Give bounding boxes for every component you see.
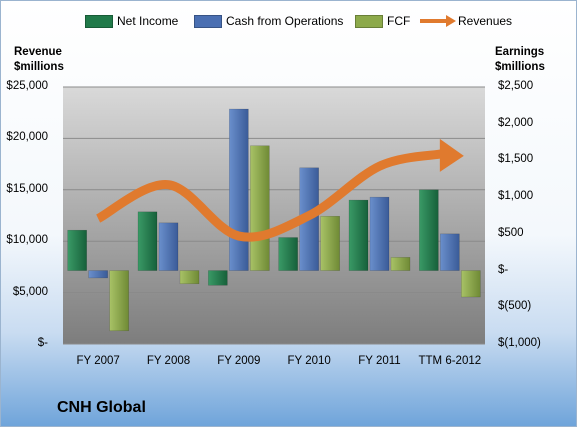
left-axis-title-line1: Revenue (14, 46, 62, 58)
cash-ops-bar (440, 233, 460, 271)
cash-ops-bar (229, 108, 249, 271)
left-tick-label: $15,000 (6, 182, 48, 195)
cash-ops-bar (88, 270, 108, 279)
left-axis-title: Revenue $millions (14, 45, 64, 75)
legend-item-revenues: Revenues (418, 14, 512, 28)
revenue-line (95, 138, 464, 242)
net-income-bar (348, 199, 369, 271)
fcf-bar (390, 257, 411, 271)
right-tick-label: $1,500 (498, 153, 534, 166)
cash-ops-bar (369, 196, 390, 271)
category-label: FY 2008 (146, 355, 191, 367)
revenue-line-path (95, 149, 443, 242)
left-axis-title-line2: $millions (14, 61, 64, 73)
left-tick-label: $25,000 (6, 80, 48, 92)
category-label: TTM 6-2012 (418, 355, 482, 367)
legend-label-fcf: FCF (387, 14, 411, 28)
legend-label-revenues: Revenues (458, 14, 513, 28)
net-income-bar (67, 229, 87, 271)
legend-label-cash-ops: Cash from Operations (226, 14, 344, 28)
fcf-bar (461, 270, 481, 298)
fcf-bar (109, 270, 129, 332)
company-title: CNH Global (57, 399, 146, 416)
revenue-arrowhead (439, 138, 464, 172)
legend-item-cash-ops: Cash from Operations (194, 14, 343, 28)
left-tick-label: $20,000 (6, 131, 48, 144)
plot-background (63, 87, 485, 344)
legend-swatch-net-income (85, 14, 113, 28)
right-axis-title: Earnings $millions (495, 45, 545, 75)
chart-legend: Net Income Cash from Operations FCF Reve… (1, 14, 576, 34)
legend-arrow-icon (420, 15, 456, 27)
cash-ops-bar (158, 222, 179, 271)
right-tick-label: $2,500 (498, 80, 534, 92)
legend-label-net-income: Net Income (117, 14, 179, 28)
category-label: FY 2007 (76, 355, 120, 367)
category-label: FY 2011 (358, 355, 401, 367)
left-tick-label: $- (37, 337, 48, 349)
legend-swatch-fcf (355, 14, 383, 28)
category-label: FY 2009 (217, 355, 261, 367)
bar-series (67, 108, 481, 332)
left-tick-label: $5,000 (12, 285, 48, 298)
right-axis-title-line1: Earnings (495, 46, 545, 58)
fcf-bar (250, 145, 270, 271)
right-tick-label: $500 (498, 226, 524, 239)
legend-item-net-income: Net Income (85, 14, 178, 28)
legend-swatch-cash-ops (194, 14, 222, 28)
net-income-bar (419, 189, 439, 271)
right-tick-label: $1,000 (498, 190, 534, 203)
right-tick-label: $(1,000) (498, 337, 541, 349)
left-tick-label: $10,000 (6, 234, 48, 247)
net-income-bar (278, 237, 298, 271)
gridlines (63, 86, 485, 345)
fcf-bar (320, 215, 340, 271)
right-tick-label: $2,000 (498, 116, 534, 129)
right-tick-label: $(500) (498, 300, 532, 313)
fcf-bar (179, 270, 200, 285)
category-label: FY 2010 (287, 355, 331, 367)
net-income-bar (137, 211, 158, 271)
net-income-bar (208, 270, 228, 286)
right-axis-title-line2: $millions (495, 61, 545, 73)
right-tick-label: $- (498, 263, 509, 276)
legend-item-fcf: FCF (355, 14, 410, 28)
